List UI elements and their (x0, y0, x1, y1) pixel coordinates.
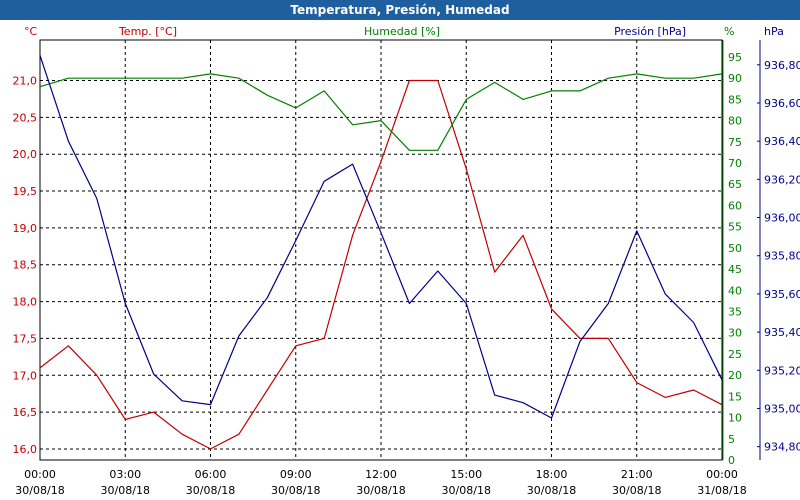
x-tick-date: 30/08/18 (15, 484, 64, 497)
x-tick-time: 06:00 (195, 468, 227, 481)
pres-axis-label: Presión [hPa] (614, 25, 686, 38)
hum-tick-label: 0 (728, 454, 735, 467)
x-tick-date: 30/08/18 (101, 484, 150, 497)
hum-tick-label: 55 (728, 221, 742, 234)
hum-tick-label: 70 (728, 157, 742, 170)
pres-tick-label: 935,60 (764, 288, 800, 301)
hum-tick-label: 5 (728, 433, 735, 446)
hum-tick-label: 25 (728, 348, 742, 361)
pres-line (39, 55, 723, 419)
chart-svg: 00:00 30/08/18 03:00 30/08/18 06:00 30/08/18 0… (13, 25, 800, 497)
temp-tick-label: 19,0 (13, 222, 38, 235)
hum-tick-label: 30 (728, 327, 742, 340)
x-tick-date: 30/08/18 (356, 484, 405, 497)
x-tick-date: 30/08/18 (186, 484, 235, 497)
hum-tick-label: 75 (728, 136, 742, 149)
axis-ticks: 00:00 30/08/18 03:00 30/08/18 06:00 30/08/18 0… (13, 51, 800, 497)
temp-tick-label: 17,5 (13, 332, 38, 345)
temp-unit-label: °C (24, 25, 38, 38)
hum-tick-label: 40 (728, 284, 742, 297)
pres-tick-label: 936,40 (764, 135, 800, 148)
hum-tick-label: 90 (728, 72, 742, 85)
temp-tick-label: 19,5 (13, 185, 38, 198)
hum-tick-label: 20 (728, 369, 742, 382)
hum-tick-label: 50 (728, 242, 742, 255)
hum-tick-label: 65 (728, 178, 742, 191)
hum-tick-label: 80 (728, 115, 742, 128)
temp-line (39, 79, 723, 450)
pres-tick-label: 934,80 (764, 441, 800, 454)
series-lines (39, 55, 723, 450)
temp-tick-label: 21,0 (13, 75, 38, 88)
hum-axis-label: Humedad [%] (364, 25, 440, 38)
x-tick-time: 00:00 (24, 468, 56, 481)
temp-tick-label: 20,0 (13, 148, 38, 161)
temp-tick-label: 18,5 (13, 259, 38, 272)
pres-tick-label: 935,80 (764, 250, 800, 263)
x-tick-date: 30/08/18 (442, 484, 491, 497)
x-tick-date: 31/08/18 (697, 484, 746, 497)
x-tick-time: 21:00 (621, 468, 653, 481)
pres-tick-label: 936,80 (764, 59, 800, 72)
temp-axis-label: Temp. [°C] (118, 25, 177, 38)
x-tick-time: 03:00 (109, 468, 141, 481)
hum-tick-label: 15 (728, 390, 742, 403)
pres-tick-label: 936,00 (764, 212, 800, 225)
hum-unit-label: % (724, 25, 734, 38)
pres-tick-label: 935,00 (764, 402, 800, 415)
pres-tick-label: 935,20 (764, 364, 800, 377)
chart-title: Temperatura, Presión, Humedad (0, 0, 800, 20)
temp-tick-label: 16,5 (13, 406, 38, 419)
grid (39, 39, 761, 461)
temp-tick-label: 16,0 (13, 443, 38, 456)
temp-tick-label: 17,0 (13, 369, 38, 382)
hum-tick-label: 60 (728, 199, 742, 212)
hum-tick-label: 10 (728, 412, 742, 425)
temp-tick-label: 20,5 (13, 111, 38, 124)
hum-line (39, 73, 723, 151)
x-tick-time: 18:00 (536, 468, 568, 481)
x-tick-time: 15:00 (450, 468, 482, 481)
x-tick-time: 09:00 (280, 468, 312, 481)
temp-tick-label: 18,0 (13, 296, 38, 309)
pres-tick-label: 936,60 (764, 97, 800, 110)
pres-tick-label: 935,40 (764, 326, 800, 339)
hum-tick-label: 35 (728, 306, 742, 319)
hum-tick-label: 95 (728, 51, 742, 64)
x-tick-time: 12:00 (365, 468, 397, 481)
pres-tick-label: 936,20 (764, 173, 800, 186)
x-tick-date: 30/08/18 (527, 484, 576, 497)
hum-tick-label: 45 (728, 263, 742, 276)
x-tick-time: 00:00 (706, 468, 738, 481)
hum-tick-label: 85 (728, 93, 742, 106)
x-tick-date: 30/08/18 (271, 484, 320, 497)
x-tick-date: 30/08/18 (612, 484, 661, 497)
pres-unit-label: hPa (764, 25, 784, 38)
